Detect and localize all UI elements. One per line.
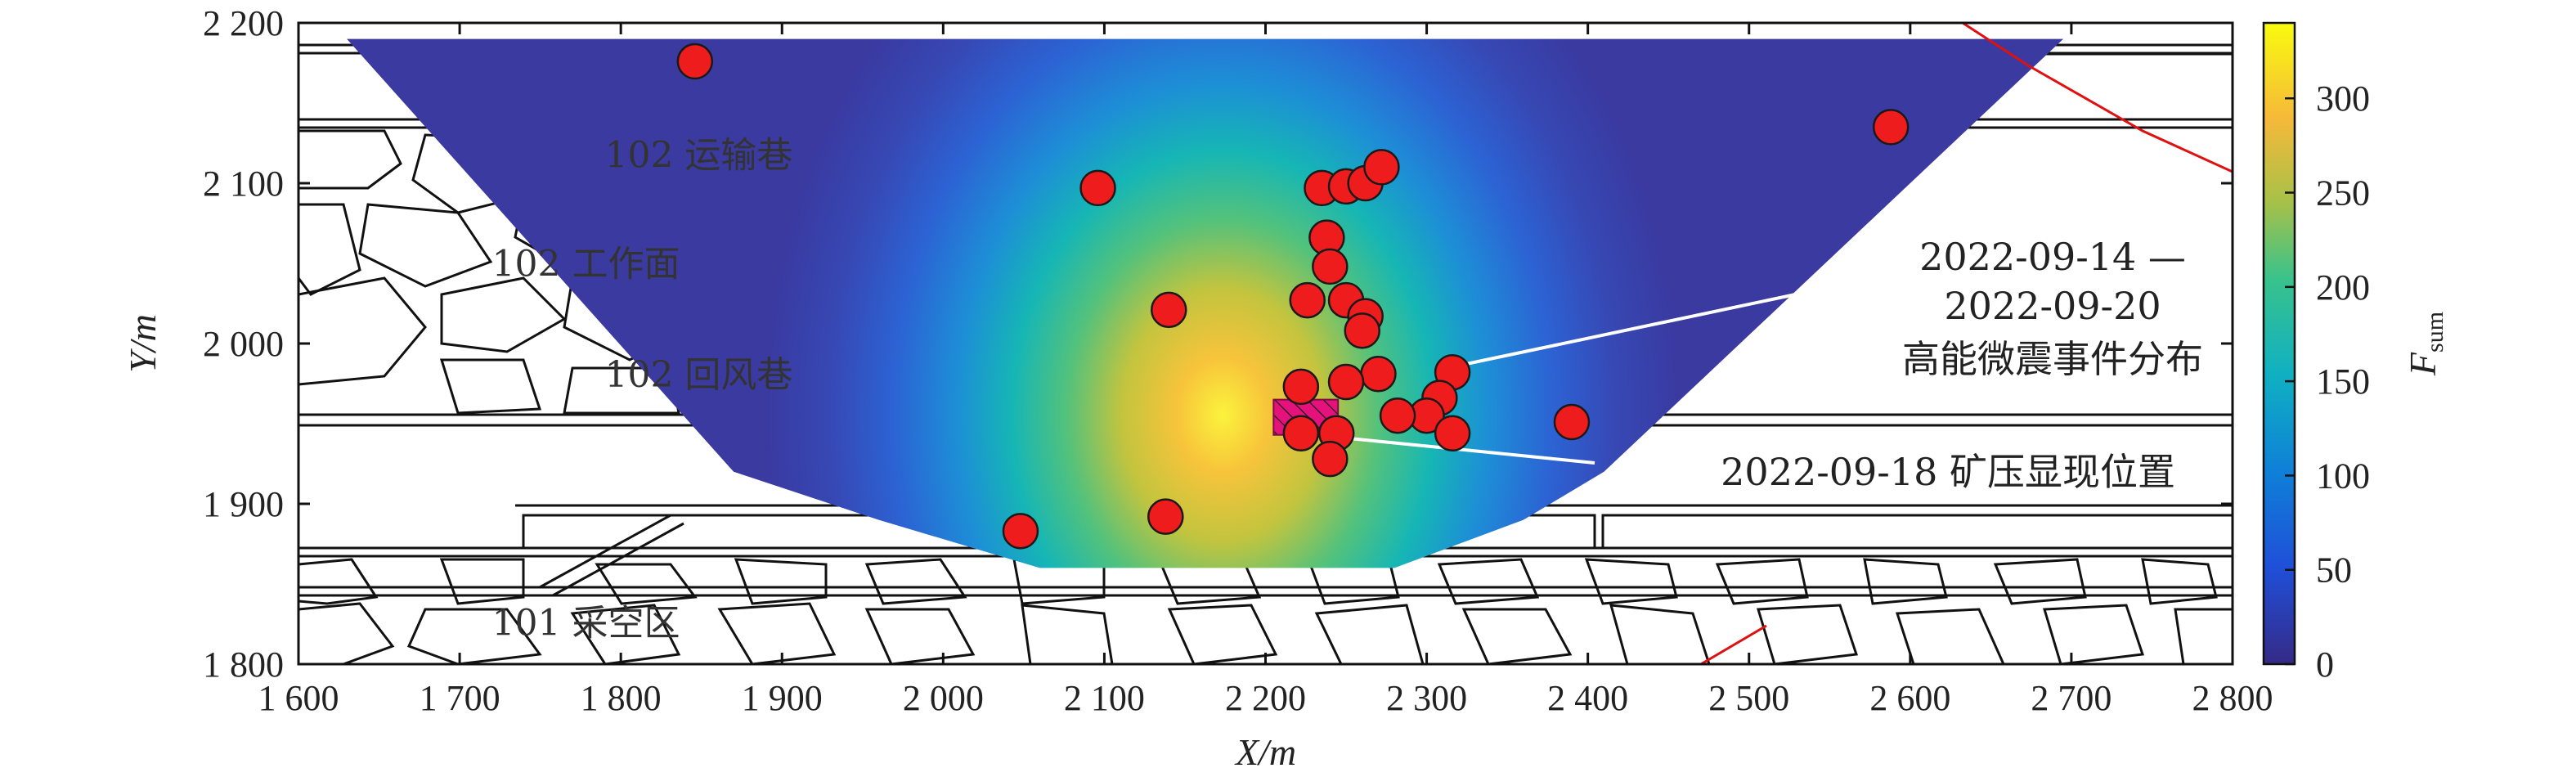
event-point: [1363, 149, 1400, 186]
events-label-line2: 2022-09-20: [1944, 284, 2161, 328]
event-point: [1312, 248, 1349, 285]
region-label: 102 回风巷: [604, 354, 792, 396]
event-points: [676, 43, 1910, 550]
event-point: [1079, 169, 1116, 207]
x-tick-label: 2 100: [1064, 678, 1145, 718]
heat-field: [347, 38, 2064, 568]
events-leader-line: [1438, 291, 1804, 371]
x-tick-label: 2 000: [903, 678, 984, 718]
colorbar-label: Fsum: [2402, 312, 2448, 376]
colorbar-gradient: [2262, 21, 2296, 666]
colorbar-tick-label: 150: [2316, 362, 2370, 402]
x-axis-title: X/m: [1234, 731, 1296, 773]
x-tick-label: 2 400: [1547, 678, 1628, 718]
x-tick-label: 1 600: [258, 678, 339, 718]
event-point: [676, 43, 714, 80]
event-point: [1147, 498, 1184, 535]
colorbar: 0 50 100 150 200 250 300 Fsum: [2262, 21, 2448, 685]
event-point: [1327, 363, 1365, 401]
y-tick-label: 2 100: [203, 164, 284, 204]
x-tick-label: 2 700: [2031, 678, 2112, 718]
event-point: [1282, 415, 1320, 452]
events-label-line3: 高能微震事件分布: [1902, 337, 2203, 381]
x-tick-label: 1 900: [742, 678, 823, 718]
colorbar-tick-label: 50: [2316, 550, 2352, 591]
region-label: 101 采空区: [492, 603, 680, 645]
pressure-label: 2022-09-18 矿压显现位置: [1721, 450, 2175, 494]
region-label: 102 运输巷: [604, 134, 792, 176]
event-point: [1872, 109, 1910, 146]
fault-lines: [1700, 23, 2233, 664]
colorbar-tick-label: 0: [2316, 645, 2334, 685]
colorbar-label-sub: sum: [2421, 312, 2448, 353]
event-point: [1344, 312, 1380, 349]
event-point: [1434, 415, 1471, 452]
y-axis-title: Y/m: [122, 314, 164, 373]
y-tick-label: 1 900: [203, 484, 284, 524]
event-point: [1002, 513, 1039, 550]
y-axis: 1 800 1 900 2 000 2 100 2 200: [203, 3, 2233, 685]
x-tick-label: 2 300: [1386, 678, 1467, 718]
event-point: [1151, 291, 1187, 329]
y-tick-label: 1 800: [203, 645, 284, 685]
events-label-line1: 2022-09-14 —: [1919, 235, 2186, 279]
event-point: [1289, 281, 1326, 319]
y-tick-label: 2 200: [203, 3, 284, 43]
x-tick-label: 2 500: [1708, 678, 1789, 718]
x-tick-label: 2 800: [2192, 678, 2273, 718]
event-point: [1282, 368, 1320, 406]
x-tick-label: 1 800: [581, 678, 662, 718]
event-point: [1312, 440, 1349, 478]
x-tick-label: 1 700: [420, 678, 500, 718]
colorbar-ticks: 0 50 100 150 200 250 300: [2285, 79, 2370, 685]
colorbar-label-main: F: [2402, 352, 2444, 376]
event-point: [1379, 397, 1416, 434]
x-tick-label: 2 600: [1869, 678, 1950, 718]
colorbar-tick-label: 300: [2316, 79, 2370, 119]
event-point: [1553, 403, 1591, 441]
colorbar-tick-label: 100: [2316, 456, 2370, 496]
colorbar-tick-label: 200: [2316, 267, 2370, 308]
heat-region: [347, 38, 2064, 568]
colorbar-tick-label: 250: [2316, 173, 2370, 213]
region-label: 102 工作面: [492, 244, 680, 285]
region-labels: 102 运输巷 102 工作面 102 回风巷 101 采空区: [492, 134, 793, 644]
event-point: [1360, 355, 1397, 393]
y-tick-label: 2 000: [203, 324, 284, 364]
x-axis: 1 600 1 700 1 800 1 900 2 000 2 100 2 200 2 300…: [258, 23, 2273, 718]
x-tick-label: 2 200: [1225, 678, 1306, 718]
